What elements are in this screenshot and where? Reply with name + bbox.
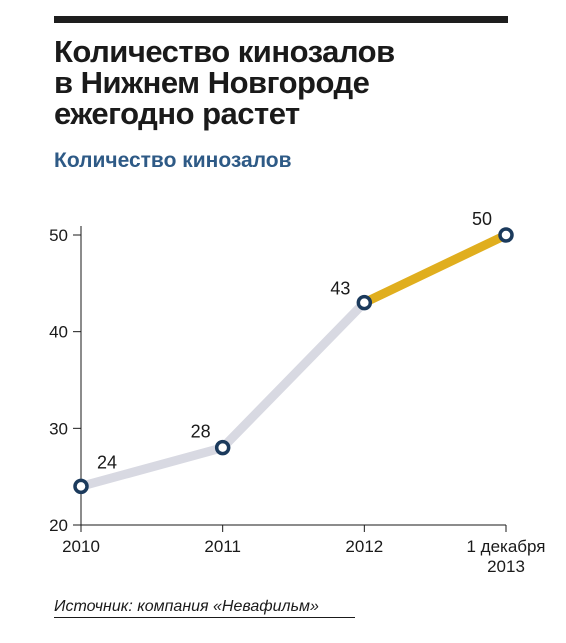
x-tick-label: 2012 (345, 537, 383, 556)
data-label: 50 (472, 209, 492, 229)
data-label: 28 (191, 422, 211, 442)
data-point-marker (356, 294, 373, 311)
y-tick-label: 50 (49, 226, 68, 245)
series-line-highlight (359, 230, 511, 308)
source-underline (54, 617, 355, 618)
source-note: Источник: компания «Невафильм» (54, 598, 319, 615)
x-tick-label: 1 декабря 2013 (466, 537, 545, 576)
y-tick-label: 20 (49, 516, 68, 535)
data-point-marker (214, 439, 231, 456)
data-point-marker (498, 227, 514, 243)
data-point-marker (73, 478, 89, 495)
y-tick-label: 40 (49, 323, 68, 342)
data-label: 43 (330, 279, 350, 299)
x-tick-label: 2010 (62, 537, 100, 556)
page-title: Количество кинозалов в Нижнем Новгороде … (54, 34, 395, 131)
series-line-main (76, 298, 369, 491)
data-label: 24 (97, 452, 117, 472)
y-tick-label: 30 (49, 419, 68, 438)
top-rule (54, 16, 508, 23)
x-tick-label: 2011 (204, 537, 241, 556)
chart-subtitle: Количество кинозалов (54, 149, 292, 172)
